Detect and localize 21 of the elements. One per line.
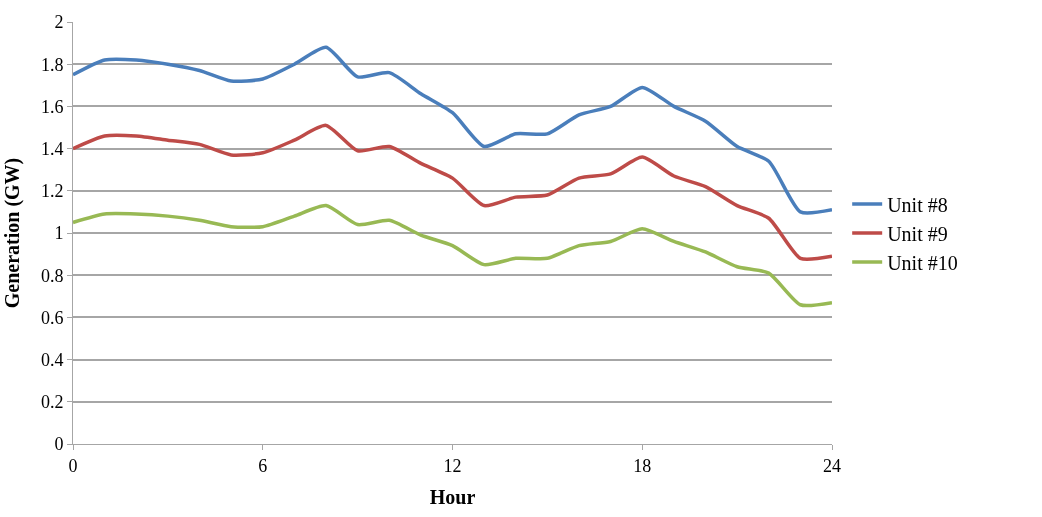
legend-label: Unit #10 — [887, 251, 958, 274]
y-tick-label: 1.2 — [40, 181, 64, 202]
x-tick-label: 24 — [823, 455, 841, 476]
x-tick-label: 0 — [68, 455, 78, 476]
y-tick-label: 1 — [54, 223, 64, 244]
y-tick-label: 1.6 — [40, 96, 64, 117]
legend-label: Unit #9 — [887, 222, 948, 245]
y-tick-label: 1.4 — [40, 138, 64, 159]
x-axis-title: Hour — [429, 486, 476, 509]
x-tick-label: 18 — [633, 455, 652, 476]
y-tick-label: 0.2 — [40, 392, 64, 413]
y-tick-label: 0.6 — [40, 307, 64, 328]
y-tick-label: 1.8 — [40, 54, 64, 75]
y-tick-label: 0.8 — [40, 265, 64, 286]
x-tick-label: 12 — [443, 455, 462, 476]
legend-label: Unit #8 — [887, 193, 948, 216]
y-tick-label: 0 — [54, 434, 64, 455]
y-tick-label: 2 — [54, 12, 64, 33]
y-axis-title: Generation (GW) — [1, 157, 25, 309]
x-tick-label: 6 — [258, 455, 268, 476]
y-tick-label: 0.4 — [40, 349, 64, 370]
